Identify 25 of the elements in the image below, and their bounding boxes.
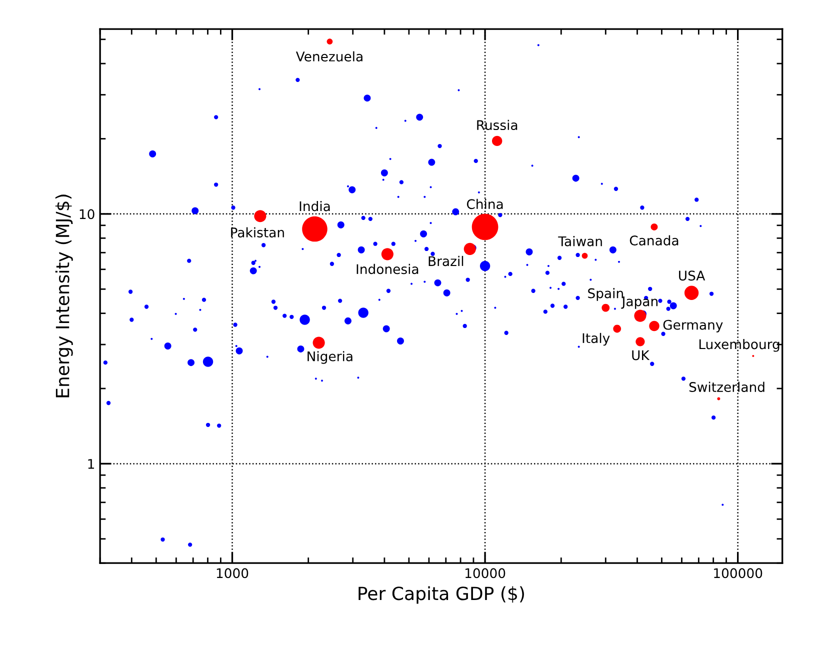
annotation: Luxembourg <box>699 339 780 352</box>
annotation: Brazil <box>428 256 464 266</box>
y-tick-label: 10 <box>80 209 94 220</box>
annotation: Canada <box>630 235 678 246</box>
annotation: UK <box>632 350 650 360</box>
annotation: Japan <box>621 296 658 309</box>
annotation: Germany <box>663 320 723 332</box>
x-tick-label: 100000 <box>714 568 762 578</box>
annotation: Venezuela <box>296 51 362 62</box>
annotation: India <box>300 200 330 212</box>
annotation: Switzerland <box>689 382 764 392</box>
annotation: Pakistan <box>231 227 284 238</box>
annotation: China <box>466 198 503 210</box>
annotation: Spain <box>588 288 623 301</box>
y-tick-label: 1 <box>88 459 94 469</box>
y-axis-title: Energy Intensity (MJ/$) <box>55 194 73 398</box>
x-axis-title: Per Capita GDP ($) <box>358 586 524 604</box>
annotation: USA <box>679 270 706 281</box>
x-tick-label: 10000 <box>466 568 506 578</box>
annotation: Indonesia <box>356 264 418 274</box>
annotation: Nigeria <box>308 351 352 364</box>
annotation: Russia <box>477 120 518 130</box>
x-tick-label: 1000 <box>216 568 248 578</box>
annotation: Taiwan <box>558 236 602 246</box>
annotation: Italy <box>582 332 610 346</box>
